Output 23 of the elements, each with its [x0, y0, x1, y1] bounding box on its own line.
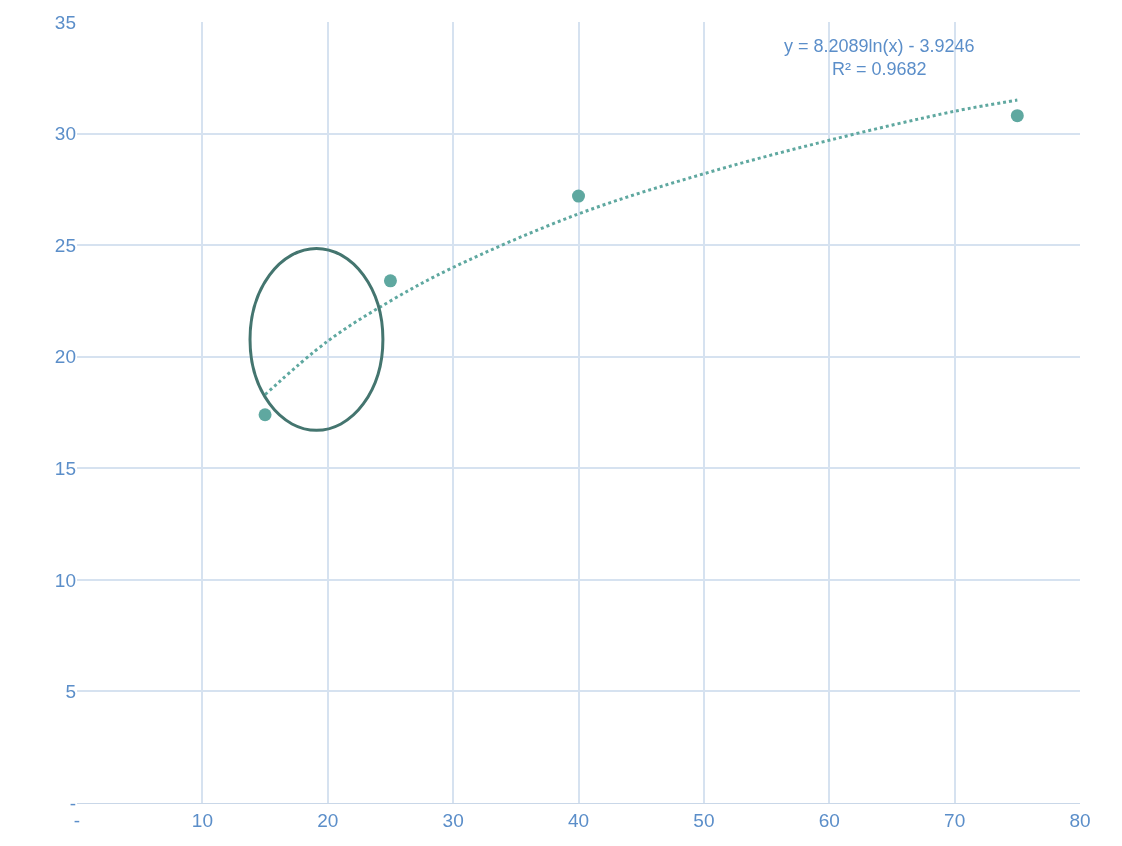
- x-tick-label: 60: [818, 809, 840, 831]
- x-tick-label: 80: [1069, 809, 1091, 831]
- x-tick-label: 50: [693, 809, 715, 831]
- point: [1010, 109, 1024, 123]
- x-tick-label: 40: [567, 809, 590, 831]
- point: [258, 408, 272, 422]
- y-tick-label: 10: [54, 569, 76, 591]
- y-tick-label: 25: [54, 234, 76, 256]
- x-tick-label: 10: [191, 809, 213, 831]
- point: [572, 189, 585, 203]
- point: [383, 274, 397, 288]
- x-tick-label: 20: [317, 809, 339, 831]
- annotation: y = 8.2089ln(x) - 3.9246: [784, 36, 975, 56]
- y-tick-label: 30: [54, 123, 76, 145]
- annotation: R² = 0.9682: [832, 59, 927, 80]
- y-tick-label: -: [69, 792, 76, 814]
- x-tick-label: 30: [442, 809, 464, 831]
- y-tick-label: 15: [54, 457, 76, 479]
- y-tick-label: 20: [54, 346, 76, 368]
- line-series: [263, 98, 1019, 397]
- x-tick-label: 70: [944, 809, 966, 831]
- y-tick-label: 5: [65, 681, 76, 703]
- y-tick-label: 35: [54, 11, 76, 33]
